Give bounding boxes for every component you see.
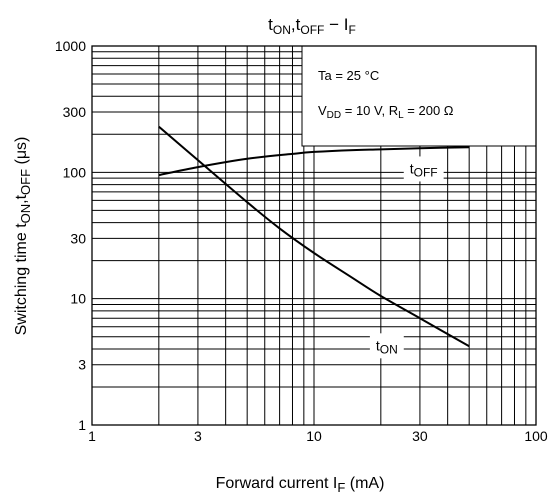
series-label-toff: tOFF: [403, 156, 444, 182]
y-tick-label: 30: [70, 230, 86, 246]
series-line-ton: [158, 125, 470, 348]
plot-frame: [91, 45, 537, 426]
condition-temperature: Ta = 25 °C: [318, 68, 379, 83]
conditions-box: [301, 45, 537, 147]
condition-voltage-resistance: VDD = 10 V, RL = 200 Ω: [318, 103, 454, 121]
y-tick-label: 10: [70, 291, 86, 307]
svg-text:tON: tON: [376, 337, 398, 356]
y-tick-label: 100: [63, 164, 87, 180]
y-tick-label: 3: [78, 357, 86, 373]
chart-title: tON,tOFF − IF: [268, 15, 356, 37]
y-tick-label: 1: [78, 417, 86, 433]
y-tick-label: 300: [63, 104, 87, 120]
svg-text:tOFF: tOFF: [410, 160, 438, 179]
y-axis-label: Switching time tON,tOFF (μs): [13, 137, 33, 336]
series-label-ton: tON: [369, 333, 404, 359]
x-tick-label: 3: [194, 428, 202, 444]
x-tick-label: 10: [306, 428, 322, 444]
x-tick-label: 100: [524, 428, 548, 444]
x-tick-label: 30: [412, 428, 428, 444]
x-tick-label: 1: [88, 428, 96, 444]
x-axis-label: Forward current IF (mA): [216, 475, 385, 495]
y-tick-labels: 1 3 10 30 100 300 1000: [55, 38, 86, 433]
series-line-toff: [158, 146, 470, 177]
x-tick-labels: 1 3 10 30 100: [88, 428, 548, 444]
y-tick-label: 1000: [55, 38, 86, 54]
